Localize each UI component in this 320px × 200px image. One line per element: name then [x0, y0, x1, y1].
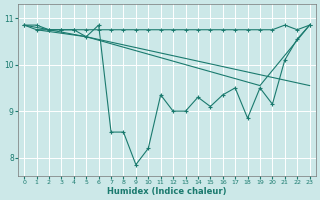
X-axis label: Humidex (Indice chaleur): Humidex (Indice chaleur)	[107, 187, 227, 196]
